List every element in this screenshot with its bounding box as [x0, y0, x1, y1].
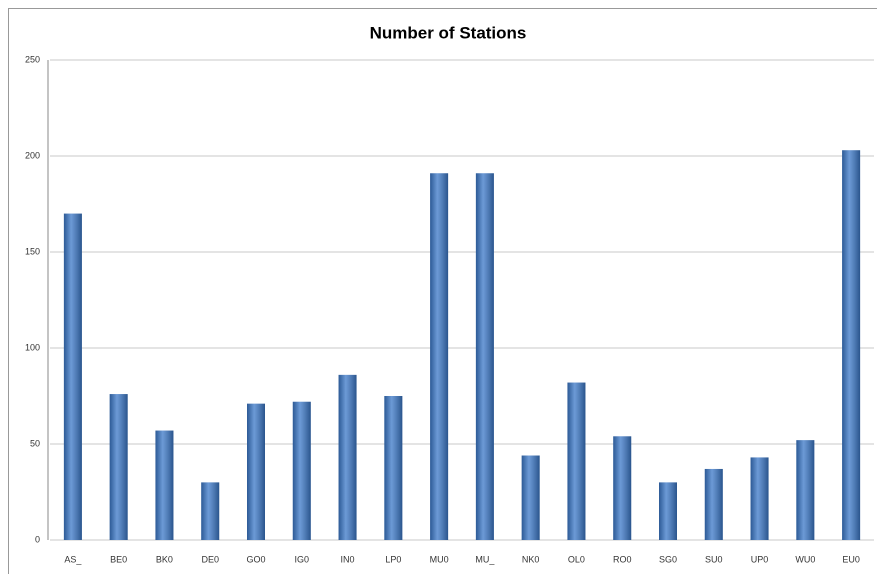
x-tick-label: IN0 — [341, 554, 355, 564]
bar-shade — [247, 403, 265, 540]
x-tick-label: MU_ — [475, 554, 495, 564]
x-tick-label: OL0 — [568, 554, 585, 564]
bar-shade — [842, 150, 861, 541]
x-tick-label: WU0 — [795, 554, 815, 564]
y-tick-label: 250 — [25, 54, 40, 64]
bar-shade — [201, 482, 220, 540]
x-tick-label: RO0 — [613, 554, 632, 564]
x-tick-label: LP0 — [385, 554, 401, 564]
x-tick-label: DE0 — [201, 554, 219, 564]
y-tick-label: 50 — [30, 438, 40, 448]
bar-shade — [704, 468, 723, 540]
x-tick-label: IG0 — [295, 554, 310, 564]
bar-shade — [109, 394, 128, 540]
bar-shade — [338, 374, 357, 540]
y-tick-label: 150 — [25, 246, 40, 256]
x-tick-label: SU0 — [705, 554, 723, 564]
bar-shade — [155, 430, 174, 540]
x-tick-label: AS_ — [64, 554, 82, 564]
y-tick-label: 100 — [25, 342, 40, 352]
bar-shade — [659, 482, 677, 540]
bar-shade — [521, 455, 540, 540]
bar-shade — [63, 213, 82, 540]
x-tick-label: BK0 — [156, 554, 173, 564]
bar-shade — [796, 440, 815, 540]
bar-shade — [475, 173, 494, 540]
bar-shade — [430, 173, 449, 540]
x-tick-label: UP0 — [751, 554, 769, 564]
y-tick-label: 0 — [35, 534, 40, 544]
x-tick-label: GO0 — [246, 554, 265, 564]
bar-shade — [750, 457, 769, 540]
x-tick-label: NK0 — [522, 554, 540, 564]
bar-shade — [613, 436, 632, 540]
bar-shade — [292, 401, 311, 540]
chart-border — [8, 8, 877, 574]
x-tick-label: SG0 — [659, 554, 677, 564]
x-tick-label: BE0 — [110, 554, 127, 564]
bar-shade — [384, 396, 403, 540]
x-tick-label: MU0 — [430, 554, 449, 564]
chart-title: Number of Stations — [370, 23, 527, 42]
bar-shade — [567, 382, 586, 540]
x-tick-label: EU0 — [842, 554, 860, 564]
y-tick-label: 200 — [25, 150, 40, 160]
